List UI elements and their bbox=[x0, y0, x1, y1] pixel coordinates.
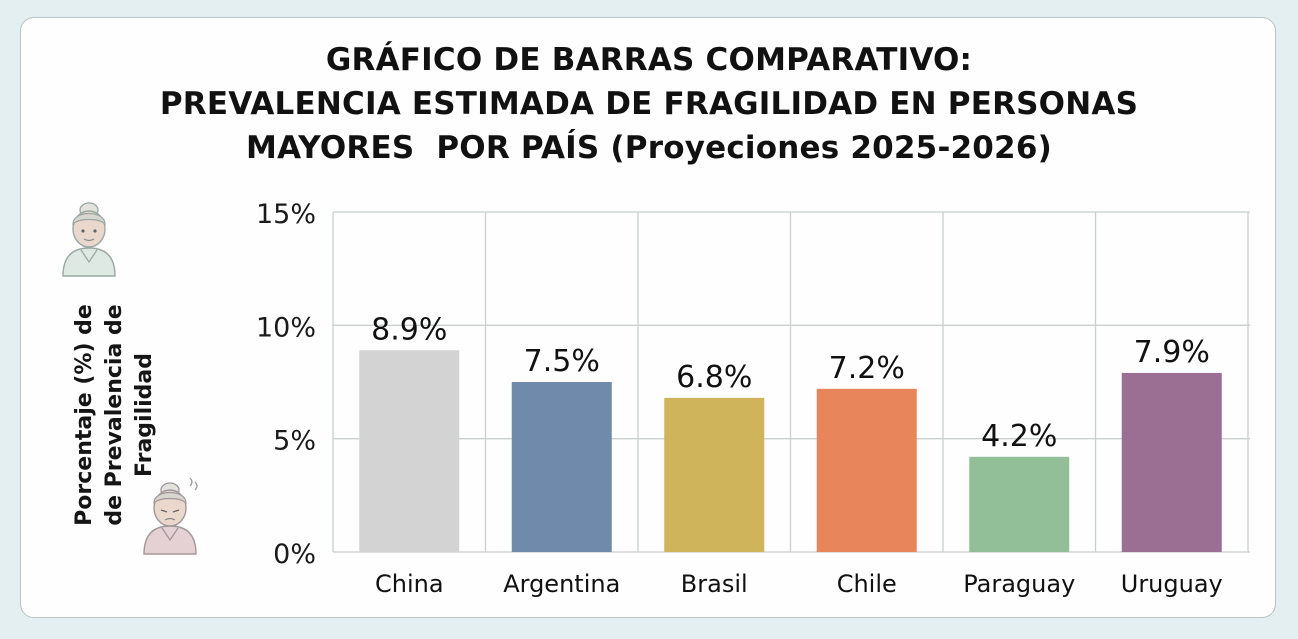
bar-chile bbox=[816, 388, 917, 552]
y-tick-label: 15% bbox=[256, 199, 316, 230]
bar-argentina bbox=[511, 382, 612, 552]
y-tick-label: 10% bbox=[256, 312, 316, 343]
data-label: 4.2% bbox=[981, 419, 1057, 454]
x-tick-label: Argentina bbox=[503, 570, 620, 598]
y-tick-label: 0% bbox=[273, 539, 316, 570]
grid-lines bbox=[332, 211, 1250, 553]
elderly-woman-icon bbox=[62, 202, 116, 277]
x-tick-label: Chile bbox=[837, 570, 897, 598]
frail-elderly-woman-icon bbox=[143, 477, 198, 555]
y-tick-label: 5% bbox=[273, 426, 316, 457]
bar-paraguay bbox=[969, 456, 1070, 552]
x-tick-label: China bbox=[375, 570, 444, 598]
bars bbox=[359, 350, 1222, 552]
chart-title-line-3: MAYORES POR PAÍS (Proyeciones 2025-2026) bbox=[246, 130, 1052, 166]
data-label: 7.2% bbox=[829, 351, 905, 386]
chart-title-line-1: GRÁFICO DE BARRAS COMPARATIVO: bbox=[325, 42, 973, 78]
x-tick-label: Uruguay bbox=[1121, 570, 1223, 598]
chart-title-line-2: PREVALENCIA ESTIMADA DE FRAGILIDAD EN PE… bbox=[159, 86, 1139, 122]
x-tick-label: Brasil bbox=[681, 570, 748, 598]
data-label: 7.9% bbox=[1134, 335, 1210, 370]
labels: 0% 5% 10% 15% 8.9% China 7.5% Argentina 6.8% Bras… bbox=[256, 199, 1223, 598]
data-label: 6.8% bbox=[676, 360, 752, 395]
bar-brasil bbox=[664, 397, 765, 552]
bar-uruguay bbox=[1121, 372, 1222, 552]
bar-china bbox=[359, 350, 460, 552]
x-tick-label: Paraguay bbox=[963, 570, 1075, 598]
data-label: 8.9% bbox=[371, 312, 447, 347]
chart-title: GRÁFICO DE BARRAS COMPARATIVO: PREVALENC… bbox=[0, 38, 1298, 170]
data-label: 7.5% bbox=[524, 344, 600, 379]
